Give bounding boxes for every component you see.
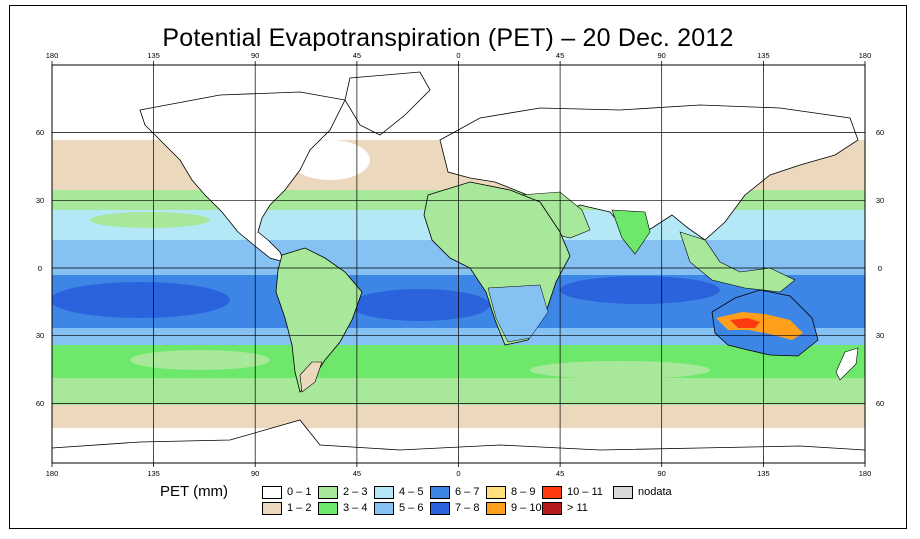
y-tick-right: 60 — [876, 399, 884, 408]
x-tick-top: 135 — [757, 51, 770, 60]
y-tick-left: 30 — [36, 331, 44, 340]
y-tick-left: 60 — [36, 128, 44, 137]
legend-text: nodata — [638, 486, 672, 498]
x-tick-top: 0 — [456, 51, 460, 60]
field-blob — [52, 282, 230, 318]
legend-swatch — [318, 486, 338, 499]
legend-swatch — [374, 502, 394, 515]
southeast-asia — [679, 231, 796, 293]
legend-text: 10 – 11 — [567, 486, 603, 498]
australia-core — [730, 318, 760, 328]
field-blob — [560, 276, 720, 304]
figure-frame — [9, 5, 907, 529]
x-tick-top: 180 — [859, 51, 872, 60]
greenland — [344, 71, 431, 136]
new-zealand — [835, 347, 859, 381]
legend-text: 8 – 9 — [511, 486, 536, 498]
legend-label: PET (mm) — [160, 483, 229, 500]
x-tick-bottom: 135 — [757, 469, 770, 478]
x-tick-top: 45 — [556, 51, 564, 60]
legend-text: 4 – 5 — [399, 486, 424, 498]
south-america-south — [299, 361, 323, 393]
tick-marks — [51, 61, 866, 467]
y-tick-right: 0 — [878, 264, 882, 273]
north-america — [139, 91, 346, 263]
australia-hot — [716, 312, 803, 340]
y-tick-right: 30 — [876, 331, 884, 340]
legend-swatch — [374, 486, 394, 499]
legend-swatch — [430, 502, 450, 515]
x-tick-bottom: 135 — [147, 469, 160, 478]
x-tick-top: 90 — [658, 51, 666, 60]
legend-text: 9 – 10 — [511, 502, 542, 514]
india — [611, 209, 651, 255]
x-tick-bottom: 45 — [556, 469, 564, 478]
graticule — [52, 65, 865, 463]
y-tick-left: 0 — [38, 264, 42, 273]
legend-text: 5 – 6 — [399, 502, 424, 514]
legend-text: 6 – 7 — [455, 486, 480, 498]
legend-text: 0 – 1 — [287, 486, 312, 498]
x-tick-bottom: 90 — [251, 469, 259, 478]
legend-text: 3 – 4 — [343, 502, 368, 514]
legend-swatch — [542, 486, 562, 499]
x-tick-top: 135 — [147, 51, 160, 60]
legend-swatch — [262, 486, 282, 499]
legend-text: 2 – 3 — [343, 486, 368, 498]
x-tick-top: 45 — [353, 51, 361, 60]
field-blob — [130, 350, 270, 370]
map-title: Potential Evapotranspiration (PET) – 20 … — [162, 24, 734, 52]
legend-swatch — [486, 502, 506, 515]
africa-south — [487, 284, 549, 343]
legend-swatch — [613, 486, 633, 499]
x-tick-bottom: 90 — [658, 469, 666, 478]
y-tick-left: 30 — [36, 196, 44, 205]
legend-text: 7 – 8 — [455, 502, 480, 514]
field-blob — [530, 361, 710, 379]
legend-swatch — [318, 502, 338, 515]
y-tick-left: 60 — [36, 399, 44, 408]
legend-swatch — [430, 486, 450, 499]
field-blob — [350, 289, 490, 321]
x-tick-bottom: 180 — [46, 469, 59, 478]
legend-swatch — [486, 486, 506, 499]
y-tick-right: 30 — [876, 196, 884, 205]
legend-text: > 11 — [567, 502, 588, 514]
x-tick-top: 180 — [46, 51, 59, 60]
field-blob — [90, 212, 210, 228]
x-tick-bottom: 180 — [859, 469, 872, 478]
legend-text: 1 – 2 — [287, 502, 312, 514]
x-tick-bottom: 45 — [353, 469, 361, 478]
legend-swatch — [262, 502, 282, 515]
x-tick-top: 90 — [251, 51, 259, 60]
legend-swatch — [542, 502, 562, 515]
x-tick-bottom: 0 — [456, 469, 460, 478]
y-tick-right: 60 — [876, 128, 884, 137]
